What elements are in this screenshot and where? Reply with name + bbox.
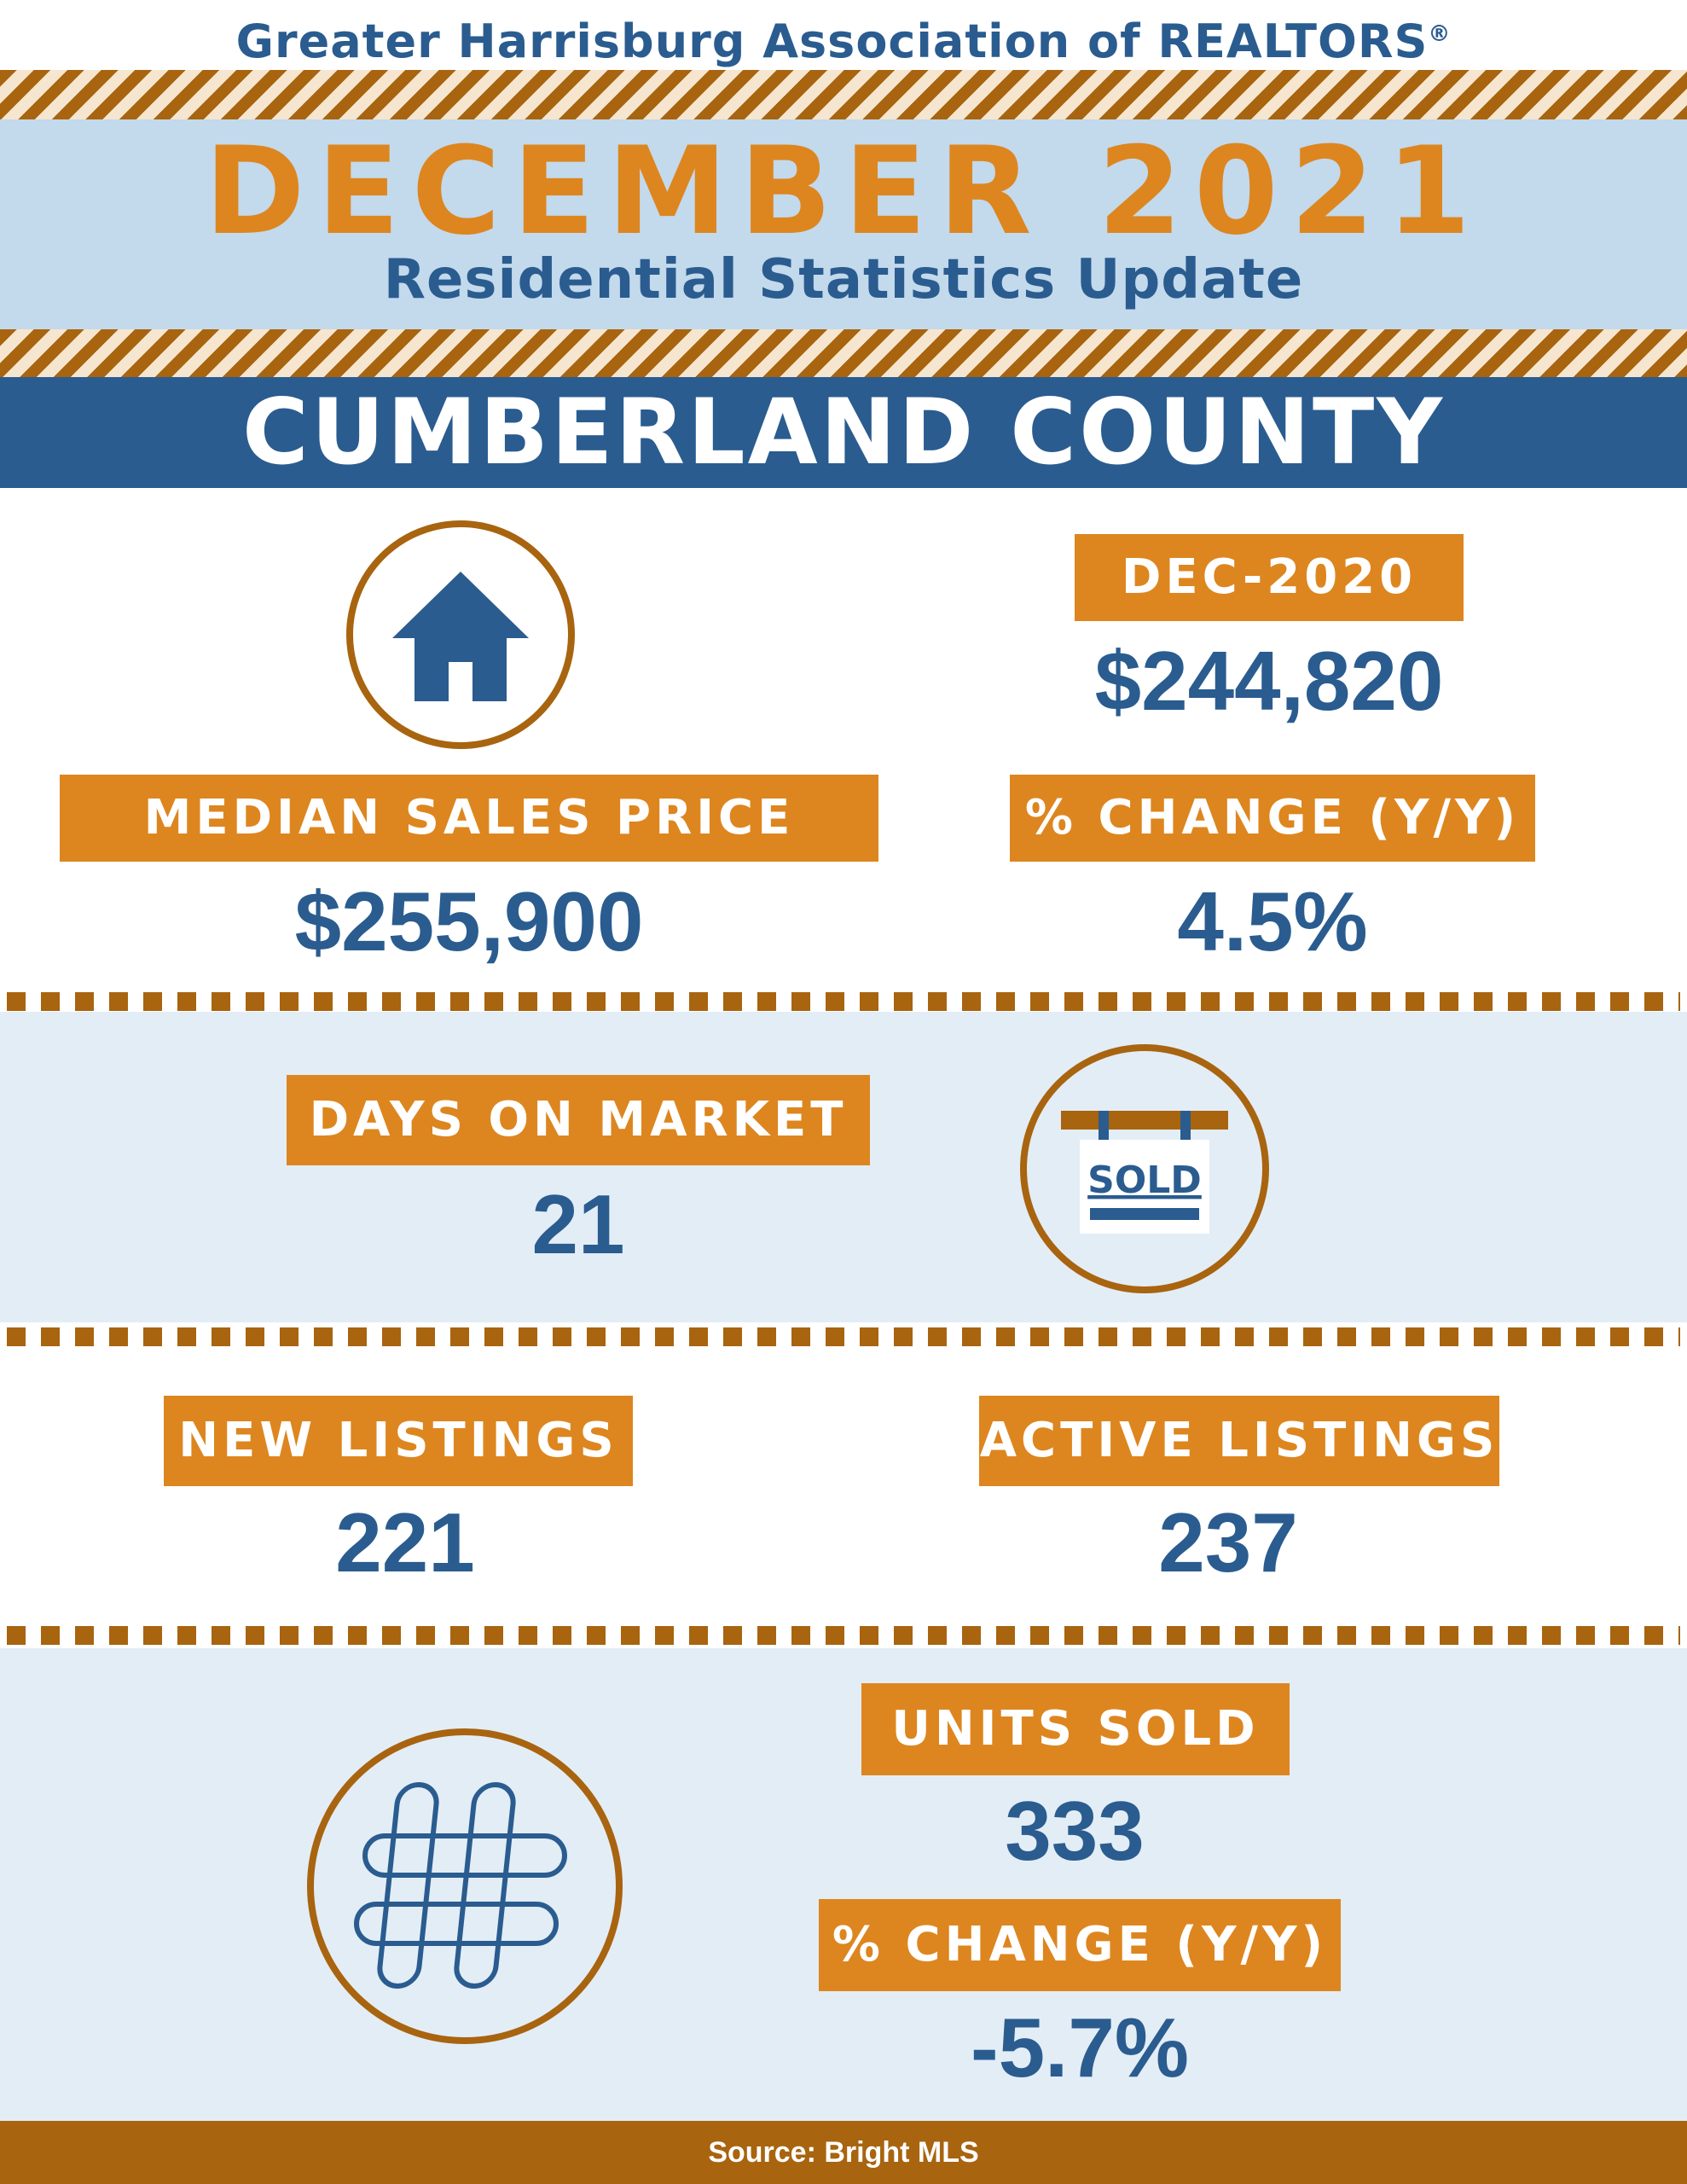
section-divider [7, 1327, 1680, 1346]
top-stripe-band [0, 70, 1687, 119]
registered-mark: ® [1428, 21, 1452, 47]
bottom-stripe-band [0, 329, 1687, 379]
section-divider [7, 992, 1680, 1011]
prior-year-label: DEC-2020 [1075, 534, 1464, 621]
house-icon [392, 572, 529, 701]
units-sold-section [0, 1648, 1687, 2121]
days-on-market-section [0, 1012, 1687, 1322]
days-on-market-label: DAYS ON MARKET [287, 1075, 870, 1165]
county-title: CUMBERLAND COUNTY [241, 380, 1446, 485]
organization-title: Greater Harrisburg Association of REALTO… [0, 0, 1687, 68]
new-listings-value: 221 [335, 1496, 475, 1589]
section-divider [7, 1626, 1680, 1645]
active-listings-value: 237 [1158, 1496, 1298, 1589]
hashtag-icon [354, 1782, 567, 1989]
house-icon-circle [346, 520, 575, 749]
units-change-label: % CHANGE (Y/Y) [819, 1899, 1341, 1991]
hashtag-icon-circle [307, 1728, 623, 2044]
median-price-value: $255,900 [294, 874, 644, 968]
new-listings-label: NEW LISTINGS [164, 1396, 633, 1486]
units-change-value: -5.7% [970, 2001, 1189, 2094]
source-credit: Source: Bright MLS [708, 2136, 979, 2169]
title-banner [0, 119, 1687, 329]
sold-sign-icon: SOLD [1061, 1111, 1228, 1234]
price-change-value: 4.5% [1177, 874, 1368, 968]
units-sold-label: UNITS SOLD [861, 1683, 1290, 1775]
report-month-title: DECEMBER 2021 [204, 121, 1483, 262]
report-subtitle: Residential Statistics Update [383, 248, 1304, 311]
footer-bar [0, 2121, 1687, 2184]
organization-name: Greater Harrisburg Association of REALTO… [235, 15, 1429, 68]
days-on-market-value: 21 [531, 1177, 625, 1271]
prior-year-value: $244,820 [1094, 634, 1444, 728]
sold-icon-circle: SOLD [1020, 1044, 1269, 1293]
median-price-label: MEDIAN SALES PRICE [60, 775, 878, 862]
price-change-label: % CHANGE (Y/Y) [1010, 775, 1535, 862]
sold-sign-text: SOLD [1087, 1159, 1202, 1202]
active-listings-label: ACTIVE LISTINGS [979, 1396, 1499, 1486]
units-sold-value: 333 [1005, 1784, 1145, 1878]
county-bar [0, 377, 1687, 488]
